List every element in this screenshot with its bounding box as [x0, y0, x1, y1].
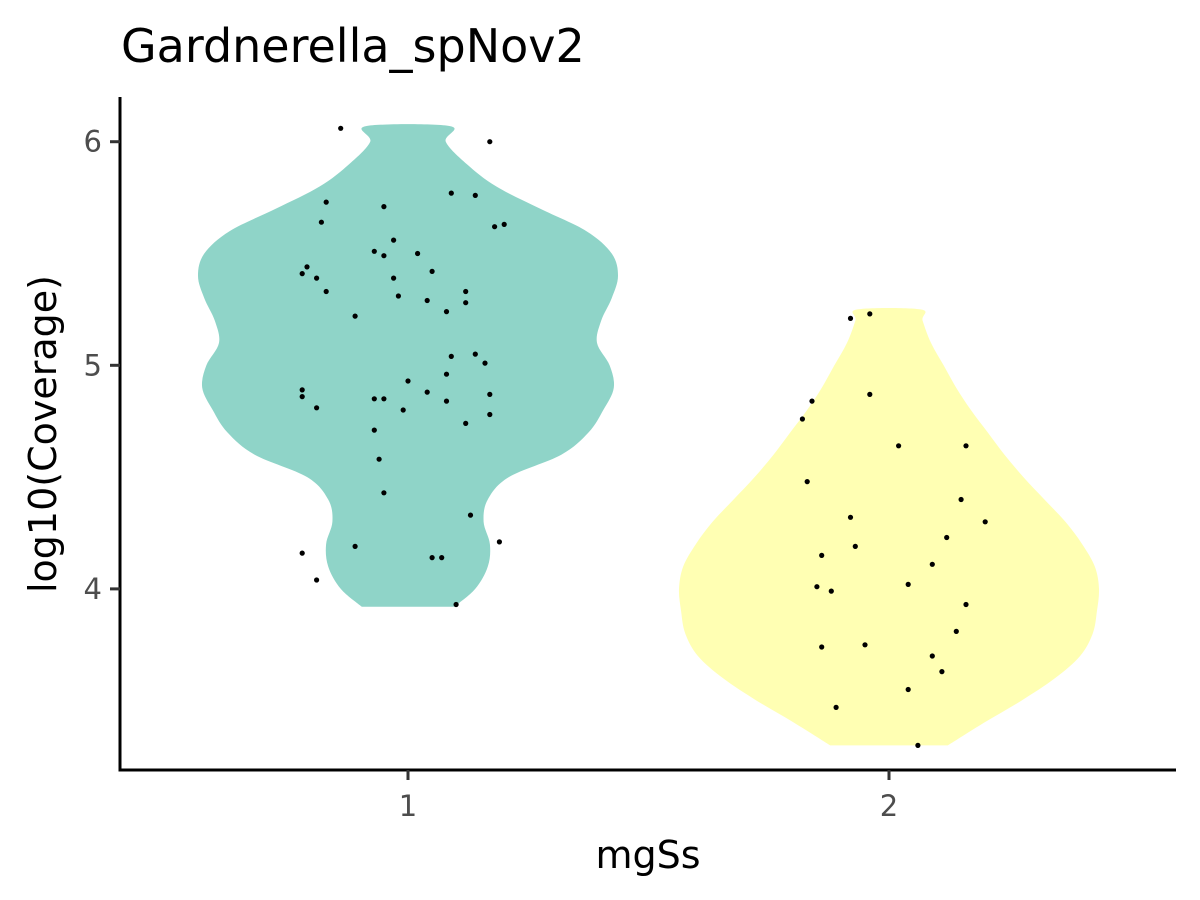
data-point	[424, 389, 430, 395]
data-point	[391, 237, 397, 243]
data-point	[939, 669, 945, 675]
data-point	[819, 552, 825, 559]
data-point	[929, 653, 935, 659]
data-point	[804, 479, 810, 485]
y-tick-label: 5	[84, 348, 102, 382]
data-point	[905, 686, 911, 693]
data-point	[958, 496, 964, 503]
data-point	[867, 311, 873, 317]
data-point	[299, 271, 305, 277]
data-point	[323, 288, 329, 295]
points-layer	[299, 125, 988, 749]
data-point	[963, 601, 969, 608]
data-point	[338, 125, 344, 131]
data-point	[862, 642, 868, 648]
data-point	[299, 394, 305, 400]
data-point	[929, 561, 935, 567]
data-point	[439, 555, 445, 561]
data-point	[982, 519, 988, 525]
data-point	[304, 264, 310, 270]
data-point	[492, 224, 498, 230]
data-point	[833, 704, 839, 711]
data-point	[463, 288, 469, 295]
data-point	[443, 398, 450, 404]
data-point	[395, 293, 401, 299]
data-point	[828, 588, 834, 594]
data-point	[448, 190, 454, 196]
data-point	[352, 313, 358, 319]
data-point	[429, 268, 435, 274]
y-tick-label: 6	[84, 125, 102, 159]
data-point	[443, 309, 450, 315]
data-point	[371, 396, 377, 402]
data-point	[381, 204, 387, 210]
data-point	[852, 543, 858, 550]
data-point	[299, 387, 305, 393]
data-point	[381, 253, 387, 259]
x-axis-label: mgSs	[595, 833, 700, 877]
data-point	[371, 427, 377, 433]
data-point	[501, 221, 507, 227]
data-point	[799, 416, 806, 422]
data-point	[352, 543, 358, 550]
data-point	[915, 742, 921, 749]
data-point	[299, 550, 305, 556]
data-point	[487, 411, 493, 418]
data-point	[314, 405, 320, 411]
data-point	[847, 315, 854, 321]
data-point	[867, 391, 873, 397]
data-point	[429, 555, 435, 561]
data-point	[371, 248, 377, 254]
data-point	[400, 407, 406, 413]
data-point	[905, 581, 911, 588]
y-axis-label: log10(Coverage)	[21, 275, 65, 593]
data-point	[944, 534, 950, 541]
data-point	[424, 297, 430, 304]
data-point	[482, 360, 488, 366]
data-point	[323, 199, 329, 205]
data-point	[963, 443, 969, 449]
data-point	[814, 584, 820, 590]
data-point	[472, 192, 478, 198]
data-point	[809, 398, 815, 404]
x-tick-label: 1	[399, 789, 417, 823]
data-point	[487, 391, 493, 397]
data-point	[819, 644, 825, 650]
data-point	[453, 601, 459, 608]
data-point	[314, 275, 320, 281]
y-tick-label: 4	[84, 572, 102, 606]
data-point	[314, 577, 320, 583]
data-point	[463, 300, 469, 306]
violins-layer	[198, 124, 1100, 746]
data-point	[318, 219, 324, 225]
data-point	[472, 351, 478, 357]
data-point	[448, 353, 454, 359]
chart-title: Gardnerella_spNov2	[121, 19, 585, 73]
data-point	[467, 512, 474, 518]
data-point	[415, 250, 421, 257]
data-point	[487, 139, 493, 145]
data-point	[496, 539, 502, 545]
data-point	[391, 275, 397, 281]
violin-1	[198, 124, 618, 607]
data-point	[376, 456, 382, 462]
violin-2	[678, 307, 1100, 746]
data-point	[847, 514, 854, 520]
data-point	[381, 490, 387, 496]
data-point	[405, 378, 411, 384]
data-point	[381, 396, 387, 402]
data-point	[896, 443, 902, 449]
data-point	[443, 371, 450, 377]
y-ticks: 4 5 6	[84, 125, 120, 606]
data-point	[953, 628, 959, 635]
x-tick-label: 2	[880, 789, 898, 823]
data-point	[463, 420, 469, 426]
